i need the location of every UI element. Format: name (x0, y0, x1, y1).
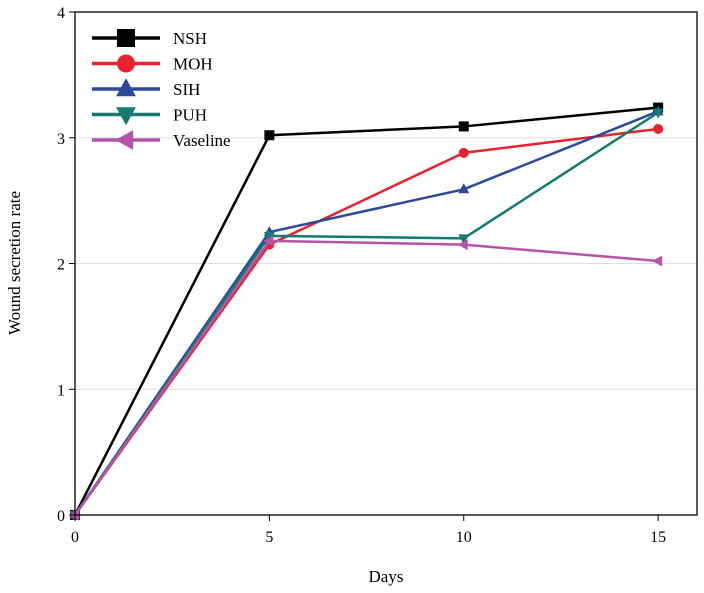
marker-triangle-left (263, 235, 274, 247)
legend-label: NSH (173, 29, 207, 48)
marker-triangle-down (263, 231, 275, 242)
legend: NSH MOH SIH PUH Vaseline (92, 29, 231, 150)
gridlines (75, 137, 697, 390)
marker-triangle-down (116, 107, 136, 126)
marker-circle (458, 147, 469, 158)
y-tick-label: 3 (57, 131, 65, 148)
x-axis-label: Days (369, 567, 404, 586)
series-line (73, 127, 659, 516)
y-tick-label: 0 (57, 508, 65, 525)
legend-label: Vaseline (173, 131, 231, 150)
y-tick-label: 1 (57, 382, 65, 399)
y-tick-label: 4 (57, 5, 65, 22)
marker-triangle-left (652, 255, 663, 267)
legend-item: PUH (92, 106, 207, 126)
marker-triangle-up (116, 78, 136, 97)
series-puh (69, 108, 664, 521)
legend-item: Vaseline (92, 130, 231, 150)
legend-label: SIH (173, 80, 200, 99)
axis-ticks: 0 1 2 3 4 0 5 10 15 (57, 5, 666, 546)
series-line (73, 106, 659, 516)
marker-triangle-up (458, 183, 470, 194)
marker-circle (117, 54, 135, 73)
series-moh (70, 123, 664, 520)
marker-triangle-down (652, 108, 664, 119)
x-tick-label: 0 (71, 529, 79, 546)
marker-square (117, 29, 135, 47)
marker-triangle-left (115, 130, 134, 150)
marker-square (458, 121, 469, 132)
legend-label: MOH (173, 55, 213, 74)
legend-item: MOH (92, 54, 213, 74)
y-axis-label: Wound secretion rate (5, 191, 24, 335)
legend-item: SIH (92, 78, 200, 99)
x-tick-label: 10 (456, 529, 472, 546)
series-line (73, 110, 659, 516)
marker-triangle-left (457, 239, 468, 251)
x-tick-label: 5 (265, 529, 273, 546)
legend-label: PUH (173, 106, 207, 125)
series-vaseline (69, 235, 663, 521)
series-line (73, 111, 659, 516)
y-tick-label: 2 (57, 257, 65, 274)
marker-circle (653, 123, 664, 134)
marker-triangle-down (458, 234, 470, 245)
series-lines (69, 102, 664, 521)
series-line (73, 239, 659, 516)
marker-square (264, 130, 275, 141)
legend-item: NSH (92, 29, 207, 48)
series-nsh (70, 102, 664, 520)
x-tick-label: 15 (650, 529, 666, 546)
